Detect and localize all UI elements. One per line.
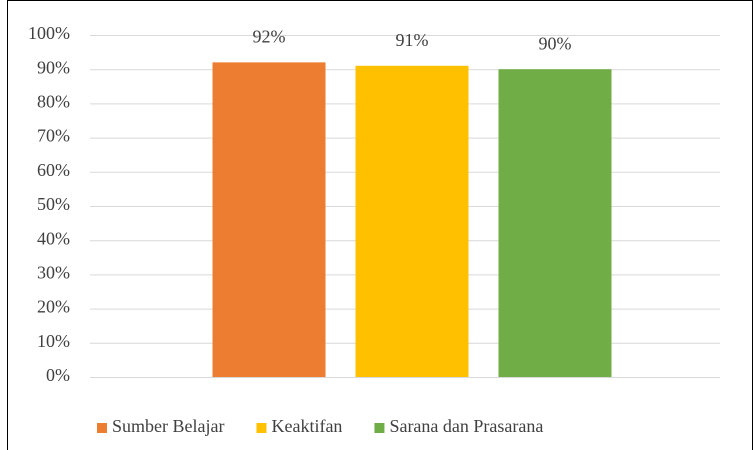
bar <box>355 65 469 377</box>
bar <box>212 62 326 378</box>
bar <box>498 69 612 377</box>
y-tick-label: 30% <box>37 263 70 283</box>
data-label: 91% <box>396 30 429 50</box>
y-tick-label: 20% <box>37 297 70 317</box>
legend-swatch <box>97 423 107 433</box>
y-tick-label: 40% <box>37 228 70 248</box>
legend-swatch <box>374 423 385 433</box>
legend-label: Sarana dan Prasarana <box>389 416 543 436</box>
legend-swatch <box>256 423 267 433</box>
y-tick-label: 0% <box>46 365 70 385</box>
y-tick-label: 60% <box>37 160 70 180</box>
y-tick-label: 10% <box>37 331 70 351</box>
legend-label: Keaktifan <box>271 416 342 436</box>
y-tick-label: 70% <box>37 126 70 146</box>
y-tick-label: 80% <box>37 92 70 112</box>
y-tick-label: 100% <box>28 23 70 43</box>
y-tick-label: 90% <box>37 57 70 77</box>
data-label: 90% <box>539 33 572 53</box>
legend-label: Sumber Belajar <box>112 416 224 436</box>
frame <box>7 0 753 450</box>
data-label: 92% <box>253 26 286 46</box>
y-tick-label: 50% <box>37 194 70 214</box>
